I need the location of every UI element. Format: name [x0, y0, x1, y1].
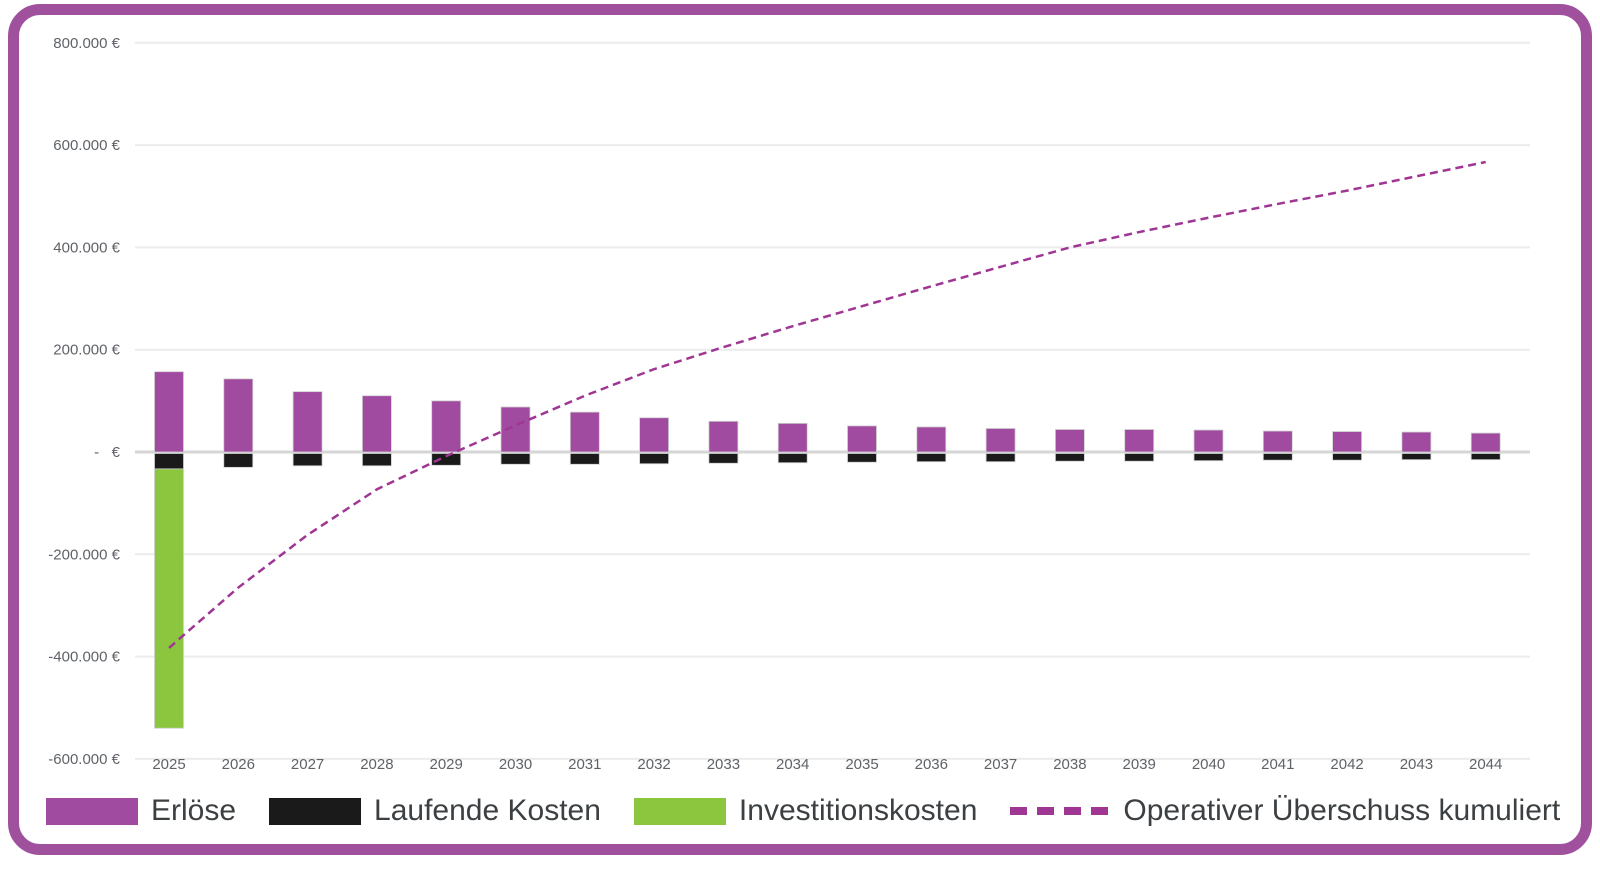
svg-text:2042: 2042	[1330, 756, 1363, 773]
svg-text:2034: 2034	[776, 756, 809, 773]
svg-text:-600.000 €: -600.000 €	[48, 751, 120, 768]
svg-text:2036: 2036	[915, 756, 948, 773]
chart-legend: Erlöse Laufende Kosten Investitionskoste…	[46, 794, 1560, 828]
svg-text:400.000 €: 400.000 €	[53, 239, 120, 256]
svg-text:-200.000 €: -200.000 €	[48, 546, 120, 563]
svg-text:2033: 2033	[707, 756, 740, 773]
svg-text:2032: 2032	[637, 756, 670, 773]
laufende-kosten-swatch	[269, 797, 362, 825]
svg-text:200.000 €: 200.000 €	[53, 342, 120, 359]
operativer-ueberschuss-dashed-swatch	[1010, 807, 1111, 815]
svg-text:2041: 2041	[1261, 756, 1294, 773]
svg-text:2035: 2035	[845, 756, 878, 773]
svg-text:2025: 2025	[152, 756, 185, 773]
legend-label: Erlöse	[151, 794, 237, 827]
svg-text:800.000 €: 800.000 €	[53, 35, 120, 52]
legend-item-operativer-ueberschuss: Operativer Überschuss kumuliert	[1010, 794, 1560, 828]
cashflow-chart: 800.000 € 600.000 € 400.000 € 200.000 € - € -…	[48, 35, 1530, 773]
svg-text:2028: 2028	[360, 756, 393, 773]
svg-text:2030: 2030	[499, 756, 532, 773]
legend-item-laufende-kosten: Laufende Kosten	[269, 794, 601, 828]
legend-label: Laufende Kosten	[374, 794, 601, 827]
svg-text:2044: 2044	[1469, 756, 1502, 773]
svg-text:- €: - €	[94, 444, 120, 461]
svg-text:2037: 2037	[984, 756, 1017, 773]
svg-text:2026: 2026	[222, 756, 255, 773]
svg-text:2038: 2038	[1053, 756, 1086, 773]
svg-text:2040: 2040	[1192, 756, 1225, 773]
svg-text:2031: 2031	[568, 756, 601, 773]
legend-item-erloese: Erlöse	[46, 794, 236, 828]
svg-text:2029: 2029	[430, 756, 463, 773]
svg-text:-400.000 €: -400.000 €	[48, 649, 120, 666]
legend-item-investitionskosten: Investitionskosten	[633, 794, 978, 828]
svg-text:600.000 €: 600.000 €	[53, 137, 120, 154]
svg-text:2039: 2039	[1123, 756, 1156, 773]
erloese-swatch	[46, 797, 138, 825]
investitionskosten-swatch	[633, 797, 726, 825]
svg-text:2043: 2043	[1400, 756, 1433, 773]
legend-label: Investitionskosten	[738, 794, 978, 827]
svg-text:2027: 2027	[291, 756, 324, 773]
legend-label: Operativer Überschuss kumuliert	[1123, 794, 1561, 827]
